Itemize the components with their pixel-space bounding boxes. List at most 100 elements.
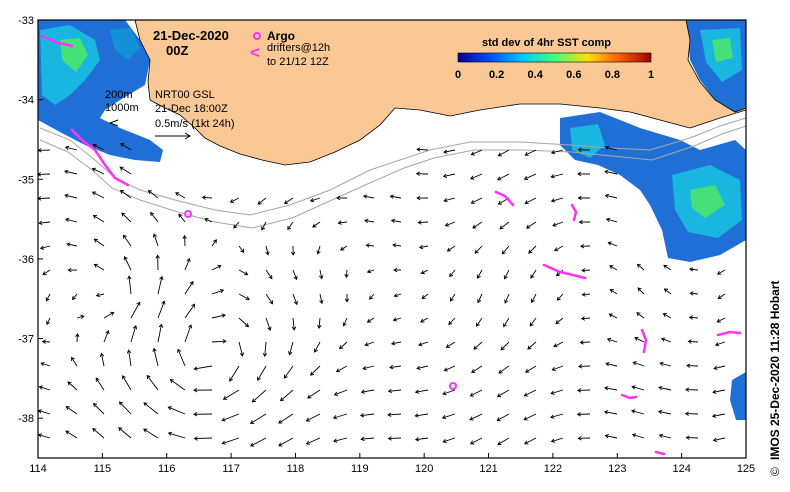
current-arrow: [608, 242, 618, 247]
current-arrow-head: [663, 264, 668, 269]
current-arrow: [552, 221, 564, 227]
current-arrow-head: [576, 412, 581, 417]
current-arrow: [497, 389, 510, 397]
current-arrow: [551, 173, 564, 178]
current-arrow: [503, 317, 510, 327]
current-arrow-head: [393, 293, 398, 298]
current-arrow: [498, 149, 510, 157]
current-arrow: [497, 173, 510, 181]
current-arrow: [65, 218, 78, 223]
current-arrow-head: [476, 274, 481, 279]
current-arrow-head: [523, 175, 529, 180]
current-arrow: [442, 389, 456, 395]
current-arrow: [130, 325, 137, 343]
current-arrow-head: [127, 275, 132, 280]
current-arrow: [345, 269, 348, 278]
current-arrow: [204, 218, 213, 223]
current-arrow-head: [360, 436, 365, 442]
current-arrow-head: [178, 213, 183, 218]
current-arrow-head: [262, 352, 268, 358]
current-arrow-head: [189, 280, 194, 286]
current-arrow: [238, 245, 245, 253]
current-arrow: [450, 293, 456, 302]
current-arrow-head: [290, 251, 296, 256]
current-arrow: [527, 341, 537, 350]
current-arrow-head: [365, 243, 370, 248]
current-arrow-head: [333, 438, 338, 443]
current-arrow-head: [344, 298, 350, 303]
current-arrow: [369, 293, 375, 300]
current-arrow: [222, 413, 240, 421]
current-arrow: [530, 269, 537, 279]
current-arrow-head: [471, 369, 476, 373]
contour-label-1000m: 1000m: [105, 102, 139, 114]
current-arrow: [393, 317, 402, 321]
current-arrow-head: [417, 220, 422, 225]
current-arrow: [261, 221, 267, 231]
current-arrow: [446, 341, 456, 348]
current-arrow: [469, 413, 483, 421]
current-arrow: [178, 213, 186, 223]
current-arrow-head: [636, 312, 641, 317]
current-arrow: [415, 413, 429, 417]
current-arrow: [689, 268, 699, 271]
current-arrow: [143, 428, 159, 439]
current-arrow-head: [167, 431, 173, 436]
current-arrow: [41, 362, 51, 367]
current-arrow: [717, 317, 726, 323]
y-axis: -33 -34 -35 -36 -37 -38: [18, 15, 43, 425]
current-arrow-head: [631, 433, 637, 438]
current-arrow-head: [525, 224, 531, 229]
current-arrow: [64, 170, 78, 175]
current-arrow: [551, 149, 564, 154]
colorbar-tick-label: 0: [455, 69, 461, 81]
current-arrow: [390, 195, 402, 199]
current-arrow: [307, 389, 321, 399]
current-arrow: [64, 194, 78, 199]
current-arrow: [470, 437, 483, 445]
current-arrow-head: [233, 224, 238, 229]
argo-float: [184, 210, 192, 218]
colorbar-title: std dev of 4hr SST comp: [482, 37, 611, 49]
current-arrow-head: [414, 413, 419, 418]
current-arrow: [364, 220, 375, 223]
current-arrow: [38, 197, 51, 200]
current-arrow: [529, 317, 537, 327]
current-arrow-head: [119, 166, 124, 171]
current-arrow-head: [469, 416, 474, 421]
current-arrow: [93, 144, 105, 151]
current-arrow-head: [663, 288, 669, 293]
current-arrow-head: [201, 195, 206, 200]
current-arrow-head: [204, 217, 209, 222]
current-arrow-head: [152, 347, 157, 352]
current-arrow-head: [473, 345, 478, 350]
current-arrow: [250, 413, 267, 424]
current-arrow: [663, 264, 672, 271]
current-arrow: [443, 173, 456, 177]
current-arrow-head: [291, 326, 297, 331]
current-arrow-head: [631, 409, 636, 414]
current-arrow-head: [577, 436, 582, 441]
y-tick-label: -37: [18, 334, 34, 346]
current-arrow-head: [93, 263, 98, 268]
current-arrow-head: [293, 300, 298, 306]
current-arrow-head: [448, 320, 453, 326]
current-arrow-head: [716, 270, 722, 275]
current-arrow-head: [443, 198, 448, 203]
current-arrow: [361, 437, 375, 440]
current-arrow-head: [305, 417, 310, 422]
current-arrow-head: [579, 340, 584, 345]
current-arrow-head: [712, 389, 717, 394]
current-arrow-head: [605, 217, 611, 222]
current-arrow: [605, 435, 618, 439]
current-arrow-head: [420, 318, 425, 323]
current-arrow: [67, 381, 78, 391]
current-arrow: [103, 311, 114, 319]
current-arrow-head: [267, 326, 272, 331]
current-arrow-head: [152, 233, 157, 238]
current-arrow: [416, 365, 429, 369]
current-arrow: [418, 221, 429, 224]
current-arrow: [363, 195, 375, 199]
current-arrow-head: [580, 316, 586, 321]
